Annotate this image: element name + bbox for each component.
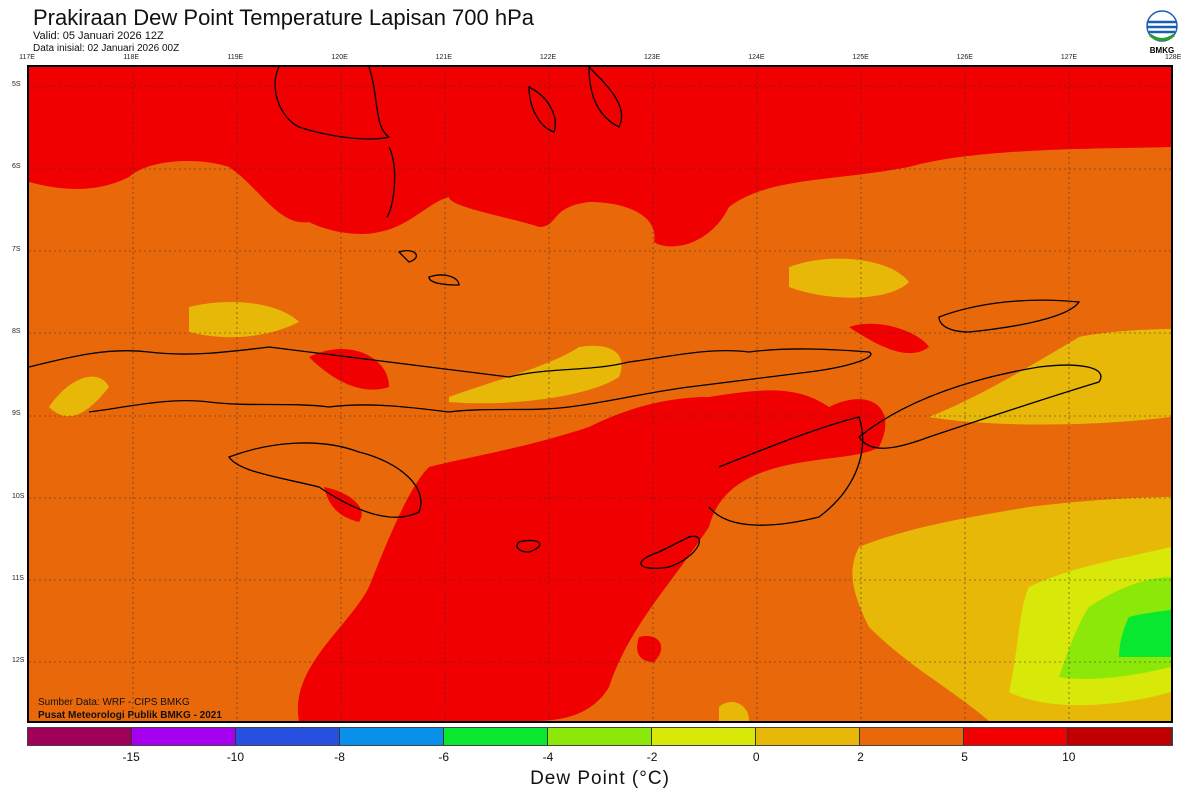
- colorbar-swatch: [860, 728, 964, 745]
- latitude-tick: 8S: [12, 327, 21, 335]
- colorbar-swatch: [444, 728, 548, 745]
- init-time: Data inisial: 02 Januari 2026 00Z: [33, 43, 180, 54]
- longitude-tick: 120E: [331, 54, 348, 61]
- data-source-credit: Sumber Data: WRF - CIPS BMKG: [38, 697, 190, 708]
- colorbar-swatch: [132, 728, 236, 745]
- colorbar: [27, 727, 1173, 746]
- colorbar-tick: 5: [961, 750, 968, 764]
- valid-time: Valid: 05 Januari 2026 12Z: [33, 30, 164, 42]
- colorbar-swatch: [548, 728, 652, 745]
- latitude-tick: 11S: [12, 574, 24, 582]
- longitude-tick: 122E: [539, 54, 557, 61]
- colorbar-tick: -15: [122, 750, 140, 764]
- colorbar-swatch: [236, 728, 340, 745]
- longitude-tick: 121E: [435, 54, 452, 61]
- colorbar-swatch: [28, 728, 132, 745]
- organization-credit: Pusat Meteorologi Publik BMKG - 2021: [38, 710, 222, 721]
- longitude-tick: 125E: [852, 54, 869, 61]
- longitude-tick: 117E: [19, 54, 35, 61]
- colorbar-swatch: [964, 728, 1068, 745]
- longitude-tick: 119E: [227, 54, 244, 61]
- colorbar-tick: 0: [752, 750, 760, 764]
- longitude-tick: 127E: [1060, 54, 1078, 61]
- colorbar-tick: -6: [438, 750, 450, 764]
- bmkg-logo: BMKG: [1144, 10, 1180, 56]
- longitude-tick: 118E: [123, 54, 140, 61]
- latitude-tick: 12S: [12, 657, 25, 665]
- longitude-tick: 128E: [1165, 54, 1182, 61]
- latitude-tick: 5S: [12, 81, 21, 88]
- longitude-tick: 124E: [748, 54, 765, 61]
- latitude-tick: 9S: [12, 410, 21, 418]
- longitude-tick: 126E: [956, 54, 973, 61]
- colorbar-tick: -2: [646, 750, 658, 764]
- colorbar-tick: -8: [334, 750, 345, 764]
- colorbar-tick: -10: [226, 750, 245, 764]
- colorbar-swatch: [1068, 728, 1172, 745]
- colorbar-swatch: [652, 728, 756, 745]
- longitude-tick: 123E: [644, 54, 661, 61]
- colorbar-tick: -4: [542, 750, 554, 764]
- latitude-tick: 10S: [12, 492, 25, 500]
- svg-text:BMKG: BMKG: [1150, 46, 1174, 55]
- colorbar-tick: 10: [1062, 750, 1076, 764]
- latitude-tick: 6S: [12, 163, 21, 171]
- map-title: Prakiraan Dew Point Temperature Lapisan …: [33, 5, 535, 30]
- colorbar-label: Dew Point (°C): [530, 768, 670, 789]
- colorbar-swatch: [340, 728, 444, 745]
- dew-point-map: [27, 65, 1173, 723]
- colorbar-swatch: [756, 728, 860, 745]
- latitude-tick: 7S: [12, 245, 21, 253]
- colorbar-tick: 2: [857, 750, 864, 764]
